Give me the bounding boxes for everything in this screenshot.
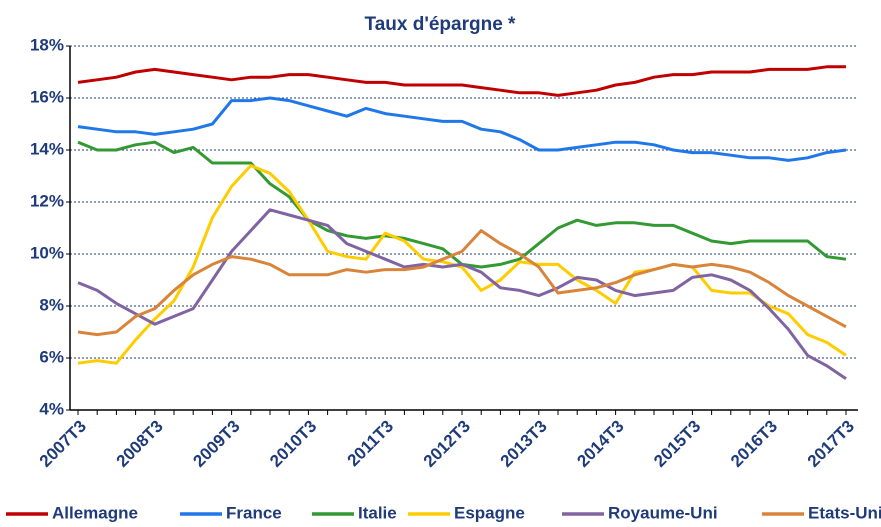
legend-label: Etats-Unis	[808, 503, 881, 522]
y-tick-label: 10%	[30, 243, 64, 262]
x-tick-label: 2011T3	[344, 417, 398, 471]
chart-title: Taux d'épargne *	[365, 14, 517, 35]
series-line	[77, 65, 846, 97]
x-tick-label: 2007T3	[36, 417, 90, 471]
x-tick-label: 2015T3	[650, 417, 704, 471]
x-tick-label: 2016T3	[727, 417, 781, 471]
y-tick-label: 8%	[39, 295, 64, 314]
legend-label: Italie	[358, 503, 397, 522]
legend-label: Royaume-Uni	[608, 503, 718, 522]
x-tick-label: 2009T3	[189, 417, 243, 471]
x-tick-label: 2017T3	[804, 417, 858, 471]
x-tick-label: 2010T3	[266, 417, 320, 471]
y-tick-label: 12%	[30, 191, 64, 210]
series-line	[77, 140, 847, 269]
x-tick-label: 2008T3	[113, 417, 167, 471]
y-tick-label: 14%	[30, 139, 64, 158]
x-tick-label: 2014T3	[573, 417, 627, 471]
y-tick-label: 6%	[39, 347, 64, 366]
y-tick-label: 16%	[30, 87, 64, 106]
series-line	[77, 229, 847, 337]
legend-label: France	[226, 503, 282, 522]
y-tick-label: 18%	[30, 35, 64, 54]
series-line	[77, 208, 847, 381]
series-line	[77, 164, 847, 365]
series-line	[77, 96, 847, 162]
x-tick-label: 2013T3	[497, 417, 551, 471]
y-tick-label: 4%	[39, 399, 64, 418]
legend-label: Allemagne	[52, 503, 138, 522]
x-tick-label: 2012T3	[420, 417, 474, 471]
legend-label: Espagne	[454, 503, 525, 522]
